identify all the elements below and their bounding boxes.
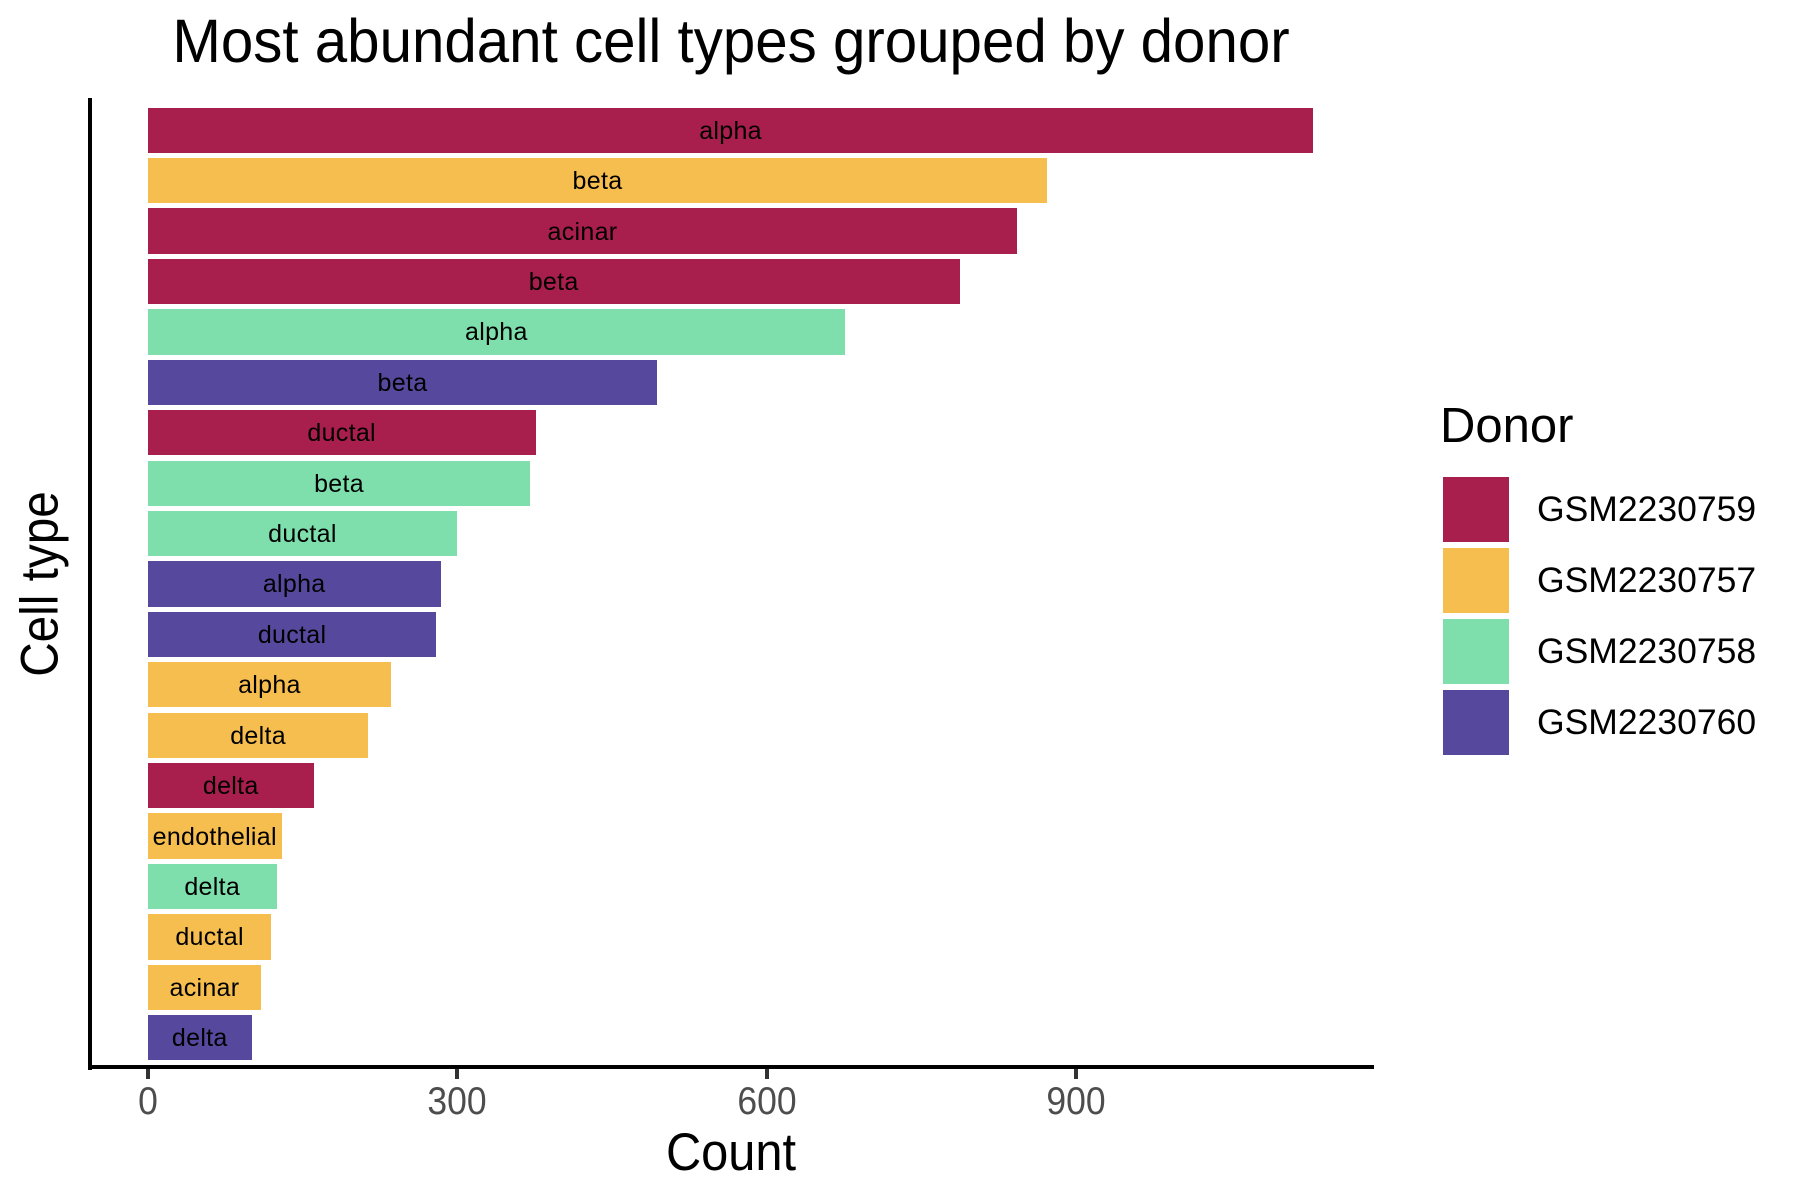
bar-GSM2230759-ductal: ductal xyxy=(147,410,536,456)
bar-GSM2230760-alpha: alpha xyxy=(147,561,441,607)
bar-label: acinar xyxy=(169,973,240,1002)
bar-GSM2230759-beta: beta xyxy=(147,258,960,305)
bar-label: alpha xyxy=(262,570,326,599)
x-tick-600 xyxy=(764,1069,769,1079)
bar-label: ductal xyxy=(268,520,337,549)
bar-label: alpha xyxy=(699,116,762,145)
x-tick-label-0: 0 xyxy=(137,1080,158,1123)
bar-label: alpha xyxy=(238,671,301,700)
legend-key-swatch xyxy=(1443,618,1509,684)
bar-label: alpha xyxy=(465,318,528,347)
bar-GSM2230758-ductal: ductal xyxy=(147,510,458,557)
bar-label: delta xyxy=(230,721,286,750)
x-tick-label-300: 300 xyxy=(427,1080,487,1123)
bar-label: beta xyxy=(572,167,623,196)
bar-label: ductal xyxy=(175,923,244,952)
bar-label: endothelial xyxy=(152,822,277,851)
x-tick-0 xyxy=(145,1069,150,1079)
bar-label: beta xyxy=(528,267,579,296)
legend-title: Donor xyxy=(1440,399,1574,453)
bar-label: beta xyxy=(377,368,428,397)
bar-GSM2230757-acinar: acinar xyxy=(147,964,262,1010)
bar-label: delta xyxy=(184,872,241,901)
bar-GSM2230759-delta: delta xyxy=(147,763,314,809)
bar-GSM2230757-endothelial: endothelial xyxy=(147,813,282,859)
bar-GSM2230760-delta: delta xyxy=(147,1015,252,1061)
x-tick-300 xyxy=(455,1069,460,1079)
bar-GSM2230757-ductal: ductal xyxy=(147,914,272,960)
bar-GSM2230760-beta: beta xyxy=(147,359,658,405)
bar-label: delta xyxy=(171,1024,228,1053)
legend-key-swatch xyxy=(1443,547,1509,613)
legend-key-swatch xyxy=(1443,476,1509,542)
bar-GSM2230758-delta: delta xyxy=(147,863,277,910)
bar-GSM2230759-acinar: acinar xyxy=(147,208,1018,254)
x-tick-900 xyxy=(1074,1069,1079,1079)
legend-key-swatch xyxy=(1443,689,1509,755)
bar-label: acinar xyxy=(547,217,618,246)
bar-label: ductal xyxy=(257,620,327,649)
legend-label: GSM2230759 xyxy=(1537,488,1757,529)
legend-label: GSM2230757 xyxy=(1537,559,1757,600)
y-axis-title: Cell type xyxy=(10,491,70,677)
x-axis-line xyxy=(88,1065,1374,1069)
legend-label: GSM2230758 xyxy=(1537,630,1757,671)
bar-GSM2230760-ductal: ductal xyxy=(147,611,437,658)
bar-GSM2230758-beta: beta xyxy=(147,460,531,506)
x-tick-label-900: 900 xyxy=(1046,1080,1106,1123)
plot-title: Most abundant cell types grouped by dono… xyxy=(172,7,1290,75)
bar-GSM2230759-alpha: alpha xyxy=(147,107,1314,153)
bar-GSM2230757-alpha: alpha xyxy=(147,662,392,708)
y-axis-line xyxy=(88,98,92,1070)
bar-label: beta xyxy=(314,469,364,498)
x-axis-title: Count xyxy=(665,1123,797,1182)
plot-panel: alpha beta acinar beta alpha beta ductal beta du… xyxy=(90,100,1372,1068)
bar-GSM2230757-beta: beta xyxy=(147,158,1048,204)
bar-GSM2230757-delta: delta xyxy=(147,712,369,758)
legend-label: GSM2230760 xyxy=(1537,701,1757,742)
bar-label: ductal xyxy=(307,419,376,448)
x-tick-label-600: 600 xyxy=(737,1080,797,1123)
bar-GSM2230758-alpha: alpha xyxy=(147,309,846,355)
bar-label: delta xyxy=(202,772,259,801)
